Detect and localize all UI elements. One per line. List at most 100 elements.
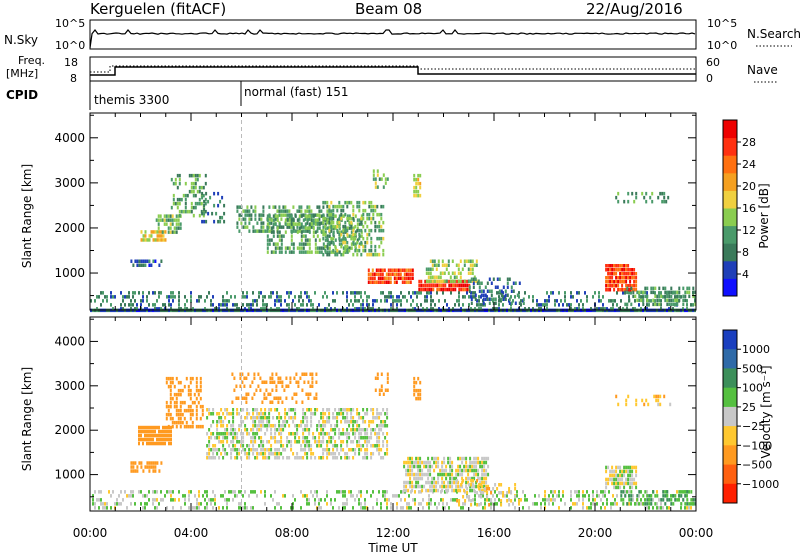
power-cell <box>580 299 582 303</box>
velocity-cell <box>206 432 209 436</box>
velocity-cell <box>199 376 202 381</box>
velocity-cell <box>483 456 486 461</box>
velocity-cell <box>310 412 313 416</box>
power-cell <box>310 218 313 222</box>
velocity-cell <box>278 420 281 424</box>
power-cell <box>652 302 655 307</box>
velocity-cell <box>374 432 377 436</box>
velocity-cell <box>611 465 614 470</box>
velocity-cell <box>201 404 204 409</box>
velocity-cell <box>458 503 461 507</box>
power-cell <box>370 307 372 311</box>
velocity-cell <box>318 420 321 424</box>
power-cell <box>222 299 224 303</box>
power-cell <box>446 287 449 292</box>
power-cell <box>306 221 309 225</box>
power-cell <box>471 263 474 267</box>
velocity-cell <box>242 432 245 436</box>
power-cell <box>334 250 337 254</box>
power-cell <box>304 250 307 254</box>
power-cell <box>250 213 253 217</box>
velocity-cell <box>636 498 639 502</box>
power-cell <box>262 205 265 209</box>
velocity-cell <box>376 416 379 420</box>
velocity-cell <box>248 448 251 452</box>
power-cell <box>266 303 268 307</box>
velocity-cell <box>208 444 211 448</box>
velocity-cell <box>352 432 355 436</box>
velocity-cell <box>212 412 215 416</box>
velocity-cell <box>252 444 255 448</box>
velocity-cell <box>620 490 623 494</box>
power-cell <box>248 229 251 233</box>
velocity-cell <box>302 436 305 440</box>
power-cell <box>476 299 478 303</box>
power-cell <box>344 236 347 241</box>
power-cell <box>167 214 170 218</box>
velocity-cell <box>280 424 283 428</box>
velocity-cell <box>430 498 432 502</box>
velocity-cell <box>630 502 632 506</box>
velocity-cell <box>144 425 146 430</box>
velocity-cell <box>336 412 339 416</box>
velocity-cell <box>322 428 325 432</box>
power-cell <box>619 280 622 284</box>
power-cell <box>170 303 172 307</box>
power-cell <box>358 248 361 253</box>
velocity-cell <box>510 491 513 495</box>
power-cell <box>171 218 174 222</box>
power-cell <box>463 263 466 267</box>
power-cell <box>346 295 348 299</box>
velocity-cell <box>686 506 688 510</box>
velocity-cell <box>238 412 241 416</box>
power-cell <box>316 213 319 217</box>
velocity-cell <box>443 480 446 485</box>
power-cell <box>157 214 160 218</box>
velocity-cell <box>267 392 270 396</box>
velocity-cell <box>646 498 649 502</box>
velocity-cell <box>479 488 482 493</box>
velocity-cell <box>328 408 331 412</box>
power-cell <box>298 217 301 221</box>
velocity-cell <box>148 425 150 430</box>
power-cell <box>192 189 195 194</box>
power-cell <box>213 203 216 208</box>
power-cell <box>276 226 279 230</box>
velocity-cell <box>469 464 472 469</box>
velocity-cell <box>312 412 315 416</box>
power-cell <box>382 248 385 253</box>
velocity-cell <box>360 432 363 436</box>
velocity-cell <box>294 424 297 428</box>
power-cell <box>120 303 122 307</box>
power-cell <box>466 283 469 288</box>
power-cell <box>380 216 383 221</box>
power-cell <box>468 289 471 293</box>
power-cell <box>615 280 618 284</box>
velocity-cell <box>384 436 387 440</box>
power-cell <box>478 285 481 289</box>
power-cell <box>196 299 198 303</box>
velocity-cell <box>540 502 542 506</box>
velocity-cell <box>264 490 266 494</box>
velocity-cell <box>279 396 282 400</box>
velocity-cell <box>475 480 478 485</box>
velocity-cell <box>623 481 626 486</box>
freq-tick-high: 18 <box>64 56 78 69</box>
velocity-cell <box>234 456 237 460</box>
velocity-cell <box>243 384 246 388</box>
velocity-cell <box>378 432 381 436</box>
power-cell <box>350 291 352 295</box>
power-cell <box>260 213 263 217</box>
power-cell <box>258 229 261 233</box>
velocity-cell <box>165 400 168 405</box>
velocity-cell <box>352 506 354 510</box>
y-tick-label: 1000 <box>54 266 85 280</box>
power-cell <box>338 242 341 246</box>
velocity-cell <box>160 498 162 502</box>
power-cell <box>254 299 256 303</box>
power-cell <box>268 205 271 209</box>
power-cell <box>298 295 300 299</box>
velocity-cell <box>672 494 675 498</box>
velocity-cell <box>177 408 180 413</box>
velocity-cell <box>226 432 229 436</box>
